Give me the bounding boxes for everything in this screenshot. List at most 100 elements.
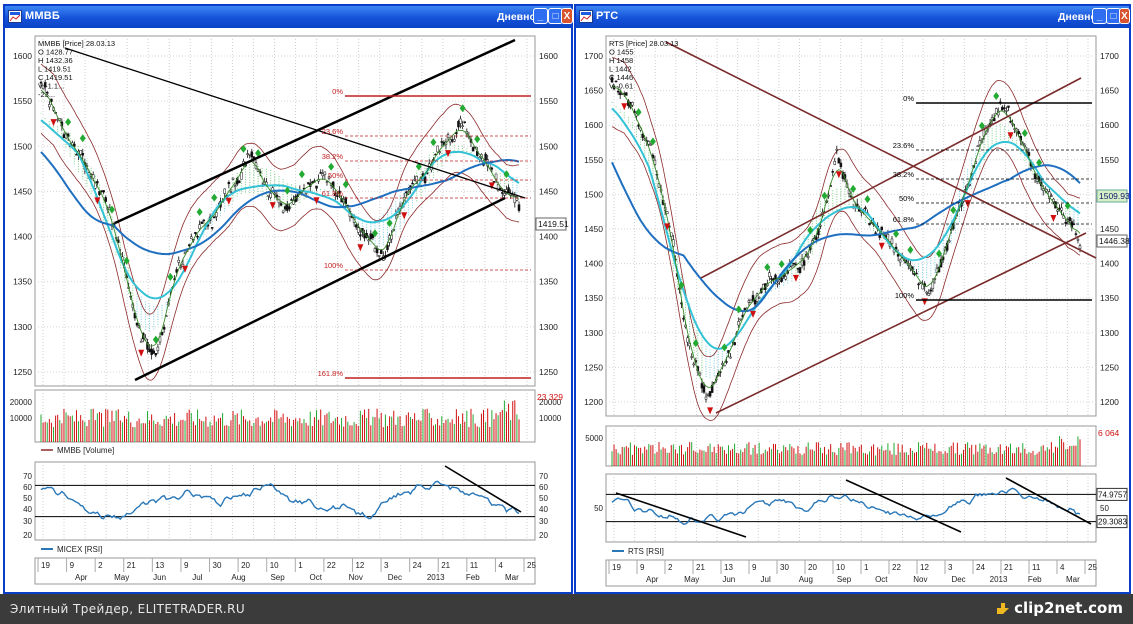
candle-body [501, 192, 504, 194]
price-tick-label: 1700 [1100, 51, 1119, 61]
close-button[interactable]: X [561, 8, 573, 24]
buy-signal-icon [1021, 129, 1028, 138]
candle-body [641, 133, 644, 138]
window-titlebar[interactable]: РТС Дневной _ □ X [576, 6, 1130, 28]
candle-body [729, 356, 732, 359]
price-tick-label: 1250 [584, 362, 603, 372]
clip-logo-icon [997, 603, 1010, 614]
candle-body [227, 182, 231, 185]
chart-area-rts[interactable]: 1700170016501650160016001550155015001500… [576, 28, 1129, 594]
buy-signal-icon [123, 256, 130, 265]
buy-signal-icon [1064, 201, 1071, 210]
candle-body [894, 246, 898, 250]
candle-body [774, 274, 777, 280]
minimize-button[interactable]: _ [1092, 8, 1107, 24]
candle-body [377, 255, 381, 257]
rsi-tick-label: 30 [539, 517, 548, 526]
candle-body [768, 272, 771, 278]
date-month-label: 2013 [427, 573, 445, 582]
candle-body [98, 191, 101, 196]
candle-body [490, 167, 494, 170]
candle-body [146, 342, 149, 350]
candle-body [215, 212, 218, 217]
candle-body [706, 394, 710, 396]
date-day-label: 25 [1088, 563, 1097, 572]
candle-body [647, 141, 651, 145]
volume-tick-label: 10000 [539, 414, 562, 423]
candle-body [81, 153, 84, 156]
candle-body [618, 92, 622, 96]
candle-body [319, 172, 322, 174]
chart-window-rts[interactable]: РТС Дневной _ □ X 1700 1700 1650 1650 1600 16… [574, 4, 1131, 594]
sell-signal-icon [792, 274, 799, 282]
candle-body [931, 281, 935, 290]
envelope-upper-line [40, 63, 519, 315]
candle-body [649, 143, 653, 146]
chart-window-mmvb[interactable]: ММВБ Дневной _ □ X 1600 1600 1550 1550 1500 1… [3, 4, 573, 594]
date-day-label: 24 [976, 563, 985, 572]
fib-level-label: 23.6% [893, 141, 915, 150]
date-day-label: 21 [696, 563, 705, 572]
candle-body [780, 277, 783, 282]
candle-body [739, 318, 743, 321]
date-day-label: 19 [612, 563, 621, 572]
candle-body [704, 396, 708, 400]
rsi-tick-label: 40 [539, 505, 548, 514]
period-label[interactable]: Дневной [1058, 11, 1104, 23]
brand-name: clip2net.com [1014, 599, 1123, 617]
close-button[interactable]: X [1119, 8, 1130, 24]
price-tick-label: 1450 [13, 186, 32, 196]
price-tick-label: 1600 [13, 51, 32, 61]
sell-signal-icon [50, 119, 57, 127]
moving-average-short [40, 89, 520, 347]
rsi-tick-label: 40 [23, 505, 32, 514]
volume-tick-label: 20000 [10, 398, 33, 407]
candle-body [273, 192, 277, 195]
chart-window-icon [579, 10, 593, 23]
candle-body [1009, 121, 1012, 123]
date-month-label: Feb [1028, 575, 1042, 584]
buy-signal-icon [635, 108, 642, 117]
buy-signal-icon [993, 91, 1000, 100]
date-day-label: 30 [213, 561, 222, 570]
trend-line [715, 232, 1087, 414]
candle-body [503, 193, 506, 196]
candle-body [56, 119, 59, 121]
candle-body [223, 188, 226, 194]
date-day-label: 22 [327, 561, 336, 570]
buy-signal-icon [978, 121, 985, 130]
period-label[interactable]: Дневной [497, 11, 543, 23]
buy-signal-icon [240, 144, 247, 153]
price-tick-label: 1500 [539, 141, 558, 151]
candle-body [471, 147, 475, 152]
moving-average-fast [611, 107, 1081, 350]
price-legend-line: C 1446 [609, 73, 633, 82]
buy-signal-icon [415, 162, 422, 171]
date-month-label: Dec [951, 575, 965, 584]
rsi-tick-label: 70 [539, 472, 548, 481]
date-day-label: 21 [1004, 563, 1013, 572]
date-day-label: 10 [836, 563, 845, 572]
candle-body [868, 222, 871, 226]
window-titlebar[interactable]: ММВБ Дневной _ □ X [5, 6, 573, 28]
sell-signal-icon [138, 349, 145, 357]
date-day-label: 13 [155, 561, 164, 570]
candle-body [1074, 233, 1078, 235]
sell-signal-icon [225, 197, 232, 205]
price-tick-label: 1250 [1100, 362, 1119, 372]
candle-body [1076, 239, 1080, 241]
candle-body [139, 340, 143, 343]
buy-signal-icon [649, 137, 656, 146]
candle-body [784, 276, 787, 280]
candle-body [48, 104, 51, 108]
candle-body [631, 102, 634, 106]
candle-body [494, 173, 498, 180]
date-axis-panel [34, 557, 536, 585]
buy-signal-icon [79, 134, 86, 143]
minimize-button[interactable]: _ [533, 8, 548, 24]
volume-tick-label: 10000 [10, 414, 33, 423]
price-legend-line: L 1419.51 [38, 65, 71, 74]
price-tick-label: 1550 [539, 96, 558, 106]
date-month-label: Apr [75, 573, 88, 582]
